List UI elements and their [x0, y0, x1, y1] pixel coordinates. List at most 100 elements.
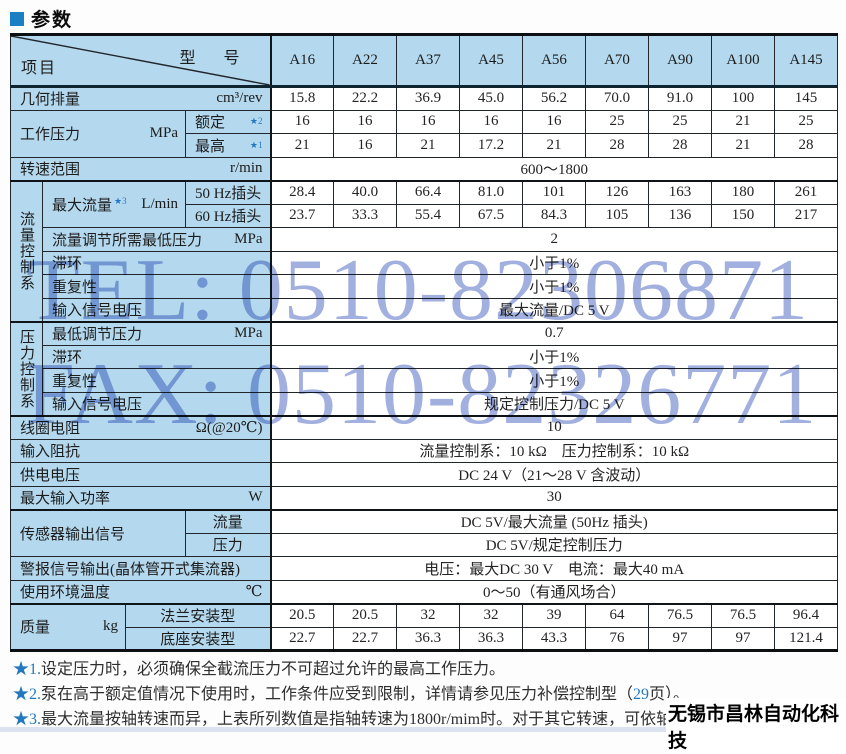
- model-header: A100: [711, 34, 775, 88]
- value-cell: 28: [648, 133, 712, 158]
- value-cell: 81.0: [459, 179, 523, 205]
- row-sensor-pressure: 压力 DC 5V/规定控制压力: [11, 532, 838, 557]
- value-cell: 56.2: [522, 86, 586, 111]
- value-cell: 33.3: [333, 203, 397, 228]
- value-cell: 76: [585, 626, 649, 651]
- value-cell: 76.5: [711, 602, 775, 628]
- value-cell: 150: [711, 203, 775, 228]
- value-cell: 91.0: [648, 86, 712, 111]
- row-max-input-power: 最大输入功率 W 30: [10, 485, 838, 510]
- value-cell: 16: [269, 109, 334, 134]
- row-label-sensor-output: 传感器输出信号: [10, 508, 186, 557]
- row-label-working-pressure: 工作压力 MPa: [10, 109, 186, 158]
- row-ambient-temp: 使用环境温度 ℃ 0～50（有通风场合）: [10, 579, 838, 604]
- row-flow-hysteresis: 滞环 小于1%: [11, 250, 838, 275]
- value-cell: 136: [648, 203, 712, 228]
- model-header: A90: [648, 34, 712, 88]
- row-press-input-signal: 输入信号电压 规定控制压力/DC 5 V: [11, 391, 838, 416]
- sublabel-rated: 额定 ★2: [185, 109, 271, 134]
- footnote-star: ★1.: [13, 661, 42, 678]
- value-cell: 21: [711, 109, 775, 134]
- value-cell: 23.7: [269, 203, 334, 228]
- value-cell: 21: [396, 133, 460, 158]
- brand-overlay-text: 无锡市昌林自动化科技: [666, 698, 846, 754]
- value-cell: 600～1800: [269, 156, 838, 181]
- value-cell: 32: [459, 602, 523, 628]
- row-label-press-repeatability: 重复性: [42, 368, 271, 393]
- row-pressure-max: 最高 ★1 21 16 21 17.2 21 28 28 21 28: [11, 133, 838, 158]
- value-cell: 76.5: [648, 602, 712, 628]
- sublabel-50hz: 50 Hz插头: [185, 179, 271, 205]
- value-cell: 21: [269, 133, 334, 158]
- value-cell: 32: [396, 602, 460, 628]
- sublabel-60hz: 60 Hz插头: [185, 203, 271, 228]
- row-label-flow-hysteresis: 滞环: [42, 250, 271, 275]
- row-label-press-min-adjust: 最低调节压力 MPa: [42, 320, 271, 346]
- value-cell: 小于1%: [269, 250, 838, 275]
- value-cell: 36.9: [396, 86, 460, 111]
- row-label-ambient-temp: 使用环境温度 ℃: [10, 579, 271, 604]
- value-cell: 97: [648, 626, 712, 651]
- value-cell: 17.2: [459, 133, 523, 158]
- model-header: A22: [333, 34, 397, 88]
- row-label-mass: 质量 kg: [10, 602, 126, 651]
- value-cell: 28: [585, 133, 649, 158]
- value-cell: 28: [774, 133, 838, 158]
- value-cell: 70.0: [585, 86, 649, 111]
- row-pressure-rated: 工作压力 MPa 额定 ★2 16 16 16 16 16 25 25 21 25: [10, 109, 838, 158]
- value-cell: 25: [774, 109, 838, 134]
- value-cell: 43.3: [522, 626, 586, 651]
- row-press-repeatability: 重复性 小于1%: [11, 368, 838, 393]
- row-label-flow-min-pressure: 流量调节所需最低压力 MPa: [42, 227, 271, 252]
- row-flow-input-signal: 输入信号电压 最大流量/DC 5 V: [11, 297, 838, 322]
- value-cell: 100: [711, 86, 775, 111]
- model-header: A45: [459, 34, 523, 88]
- value-cell: 最大流量/DC 5 V: [269, 297, 838, 322]
- row-label-press-input-signal: 输入信号电压: [42, 391, 271, 416]
- value-cell: 45.0: [459, 86, 523, 111]
- row-label-press-hysteresis: 滞环: [42, 344, 271, 369]
- row-label-input-impedance: 输入阻抗: [10, 438, 271, 463]
- value-cell: 22.7: [333, 626, 397, 651]
- footnote-1: ★1.设定压力时，必须确保全截流压力不可超过允许的最高工作压力。: [13, 661, 506, 678]
- sublabel-sensor-pressure: 压力: [185, 532, 271, 557]
- value-cell: 22.7: [269, 626, 334, 651]
- row-coil-resistance: 线圈电阻 Ω(@20℃) 10: [10, 414, 838, 440]
- value-cell: 21: [522, 133, 586, 158]
- value-cell: 16: [396, 109, 460, 134]
- header-row: 型 号 项目 A16 A22 A37 A45 A56 A70 A90 A100 …: [10, 34, 838, 88]
- page-title: 参数: [10, 5, 73, 32]
- value-cell: 电压：最大DC 30 V 电流：最大40 mA: [269, 556, 838, 581]
- sublabel-base-mount: 底座安装型: [125, 626, 271, 651]
- value-cell: 39: [522, 602, 586, 628]
- row-label-max-input-power: 最大输入功率 W: [10, 485, 271, 510]
- value-cell: 20.5: [269, 602, 334, 628]
- value-cell: 0.7: [269, 320, 838, 346]
- value-cell: 流量控制系：10 kΩ 压力控制系：10 kΩ: [269, 438, 838, 463]
- page-title-text: 参数: [31, 10, 74, 31]
- title-square-icon: [10, 11, 24, 26]
- value-cell: 25: [648, 109, 712, 134]
- value-cell: 16: [333, 109, 397, 134]
- value-cell: 261: [774, 179, 838, 205]
- row-supply-voltage: 供电电压 DC 24 V（21～28 V 含波动）: [10, 462, 838, 487]
- value-cell: 小于1%: [269, 344, 838, 369]
- model-header: A16: [269, 34, 334, 88]
- value-cell: 163: [648, 179, 712, 205]
- row-label-supply-voltage: 供电电压: [10, 462, 271, 487]
- star-ref-icon: ★2: [249, 116, 263, 127]
- value-cell: 40.0: [333, 179, 397, 205]
- model-header: A37: [396, 34, 460, 88]
- value-cell: 16: [522, 109, 586, 134]
- star-ref-icon: ★1: [249, 139, 263, 150]
- corner-item-label: 项目: [21, 60, 58, 77]
- value-cell: 101: [522, 179, 586, 205]
- row-maxflow-60hz: 60 Hz插头 23.7 33.3 55.4 67.5 84.3 105 136…: [11, 203, 838, 228]
- sublabel-max: 最高 ★1: [185, 133, 271, 158]
- star-ref-icon: ★3: [114, 195, 127, 206]
- value-cell: DC 24 V（21～28 V 含波动）: [269, 462, 838, 487]
- model-header: A145: [774, 34, 838, 88]
- value-cell: 36.3: [459, 626, 523, 651]
- value-cell: DC 5V/最大流量 (50Hz 插头): [269, 508, 838, 534]
- value-cell: 25: [585, 109, 649, 134]
